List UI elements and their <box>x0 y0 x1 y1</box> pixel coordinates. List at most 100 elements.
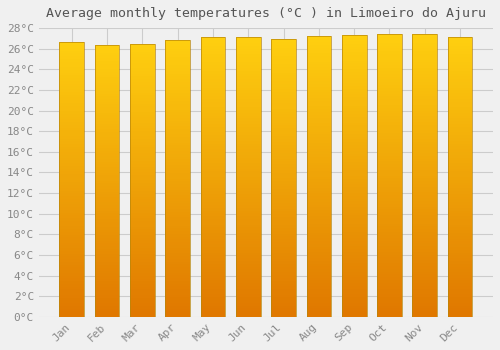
Bar <box>200 266 226 269</box>
Bar <box>130 112 155 114</box>
Bar <box>236 54 260 57</box>
Bar <box>200 230 226 233</box>
Bar <box>200 107 226 110</box>
Bar <box>412 252 437 255</box>
Bar <box>412 156 437 159</box>
Bar <box>448 186 472 188</box>
Bar <box>130 216 155 218</box>
Bar <box>94 110 120 113</box>
Bar <box>130 210 155 213</box>
Bar <box>60 295 84 298</box>
Bar <box>306 185 331 188</box>
Bar <box>448 230 472 233</box>
Bar <box>236 261 260 264</box>
Bar <box>412 127 437 130</box>
Bar <box>166 46 190 49</box>
Bar <box>342 204 366 207</box>
Bar <box>200 93 226 96</box>
Bar <box>271 217 296 220</box>
Bar <box>342 218 366 221</box>
Bar <box>200 118 226 121</box>
Bar <box>306 297 331 300</box>
Bar <box>342 258 366 260</box>
Bar <box>377 108 402 111</box>
Bar <box>412 51 437 54</box>
Bar <box>94 306 120 309</box>
Bar <box>166 300 190 303</box>
Bar <box>200 135 226 138</box>
Bar <box>271 189 296 192</box>
Bar <box>60 106 84 108</box>
Bar <box>200 308 226 311</box>
Bar <box>342 100 366 103</box>
Bar <box>448 65 472 68</box>
Bar <box>271 272 296 275</box>
Bar <box>448 264 472 266</box>
Bar <box>306 160 331 162</box>
Bar <box>94 66 120 69</box>
Bar <box>94 44 120 47</box>
Bar <box>166 98 190 101</box>
Bar <box>130 300 155 303</box>
Bar <box>377 51 402 54</box>
Bar <box>306 106 331 109</box>
Bar <box>448 208 472 211</box>
Bar <box>412 311 437 314</box>
Bar <box>306 300 331 303</box>
Bar <box>271 197 296 200</box>
Bar <box>377 218 402 221</box>
Bar <box>236 99 260 101</box>
Bar <box>412 263 437 266</box>
Bar <box>448 51 472 54</box>
Bar <box>448 241 472 244</box>
Bar <box>448 158 472 160</box>
Bar <box>342 232 366 235</box>
Bar <box>236 49 260 51</box>
Bar <box>306 283 331 286</box>
Bar <box>166 275 190 278</box>
Bar <box>306 36 331 317</box>
Bar <box>271 159 296 161</box>
Bar <box>130 131 155 134</box>
Bar <box>60 155 84 158</box>
Bar <box>236 289 260 292</box>
Bar <box>377 130 402 133</box>
Bar <box>377 156 402 159</box>
Bar <box>200 264 226 266</box>
Bar <box>94 227 120 230</box>
Bar <box>271 145 296 148</box>
Bar <box>377 161 402 164</box>
Bar <box>94 134 120 137</box>
Bar <box>236 222 260 225</box>
Bar <box>271 59 296 62</box>
Bar <box>166 88 190 90</box>
Bar <box>166 228 190 231</box>
Bar <box>271 264 296 267</box>
Bar <box>448 211 472 214</box>
Bar <box>306 196 331 199</box>
Bar <box>60 70 84 73</box>
Bar <box>200 74 226 76</box>
Bar <box>236 63 260 65</box>
Bar <box>377 99 402 102</box>
Bar <box>94 222 120 224</box>
Bar <box>94 178 120 181</box>
Bar <box>94 189 120 191</box>
Bar <box>166 281 190 284</box>
Bar <box>130 202 155 205</box>
Bar <box>166 278 190 281</box>
Bar <box>200 275 226 278</box>
Bar <box>448 308 472 311</box>
Bar <box>236 116 260 118</box>
Bar <box>94 257 120 260</box>
Bar <box>130 265 155 268</box>
Bar <box>306 292 331 294</box>
Bar <box>412 280 437 283</box>
Bar <box>200 144 226 146</box>
Bar <box>342 128 366 131</box>
Bar <box>200 303 226 306</box>
Bar <box>236 110 260 113</box>
Bar <box>306 148 331 151</box>
Bar <box>200 258 226 261</box>
Bar <box>342 255 366 258</box>
